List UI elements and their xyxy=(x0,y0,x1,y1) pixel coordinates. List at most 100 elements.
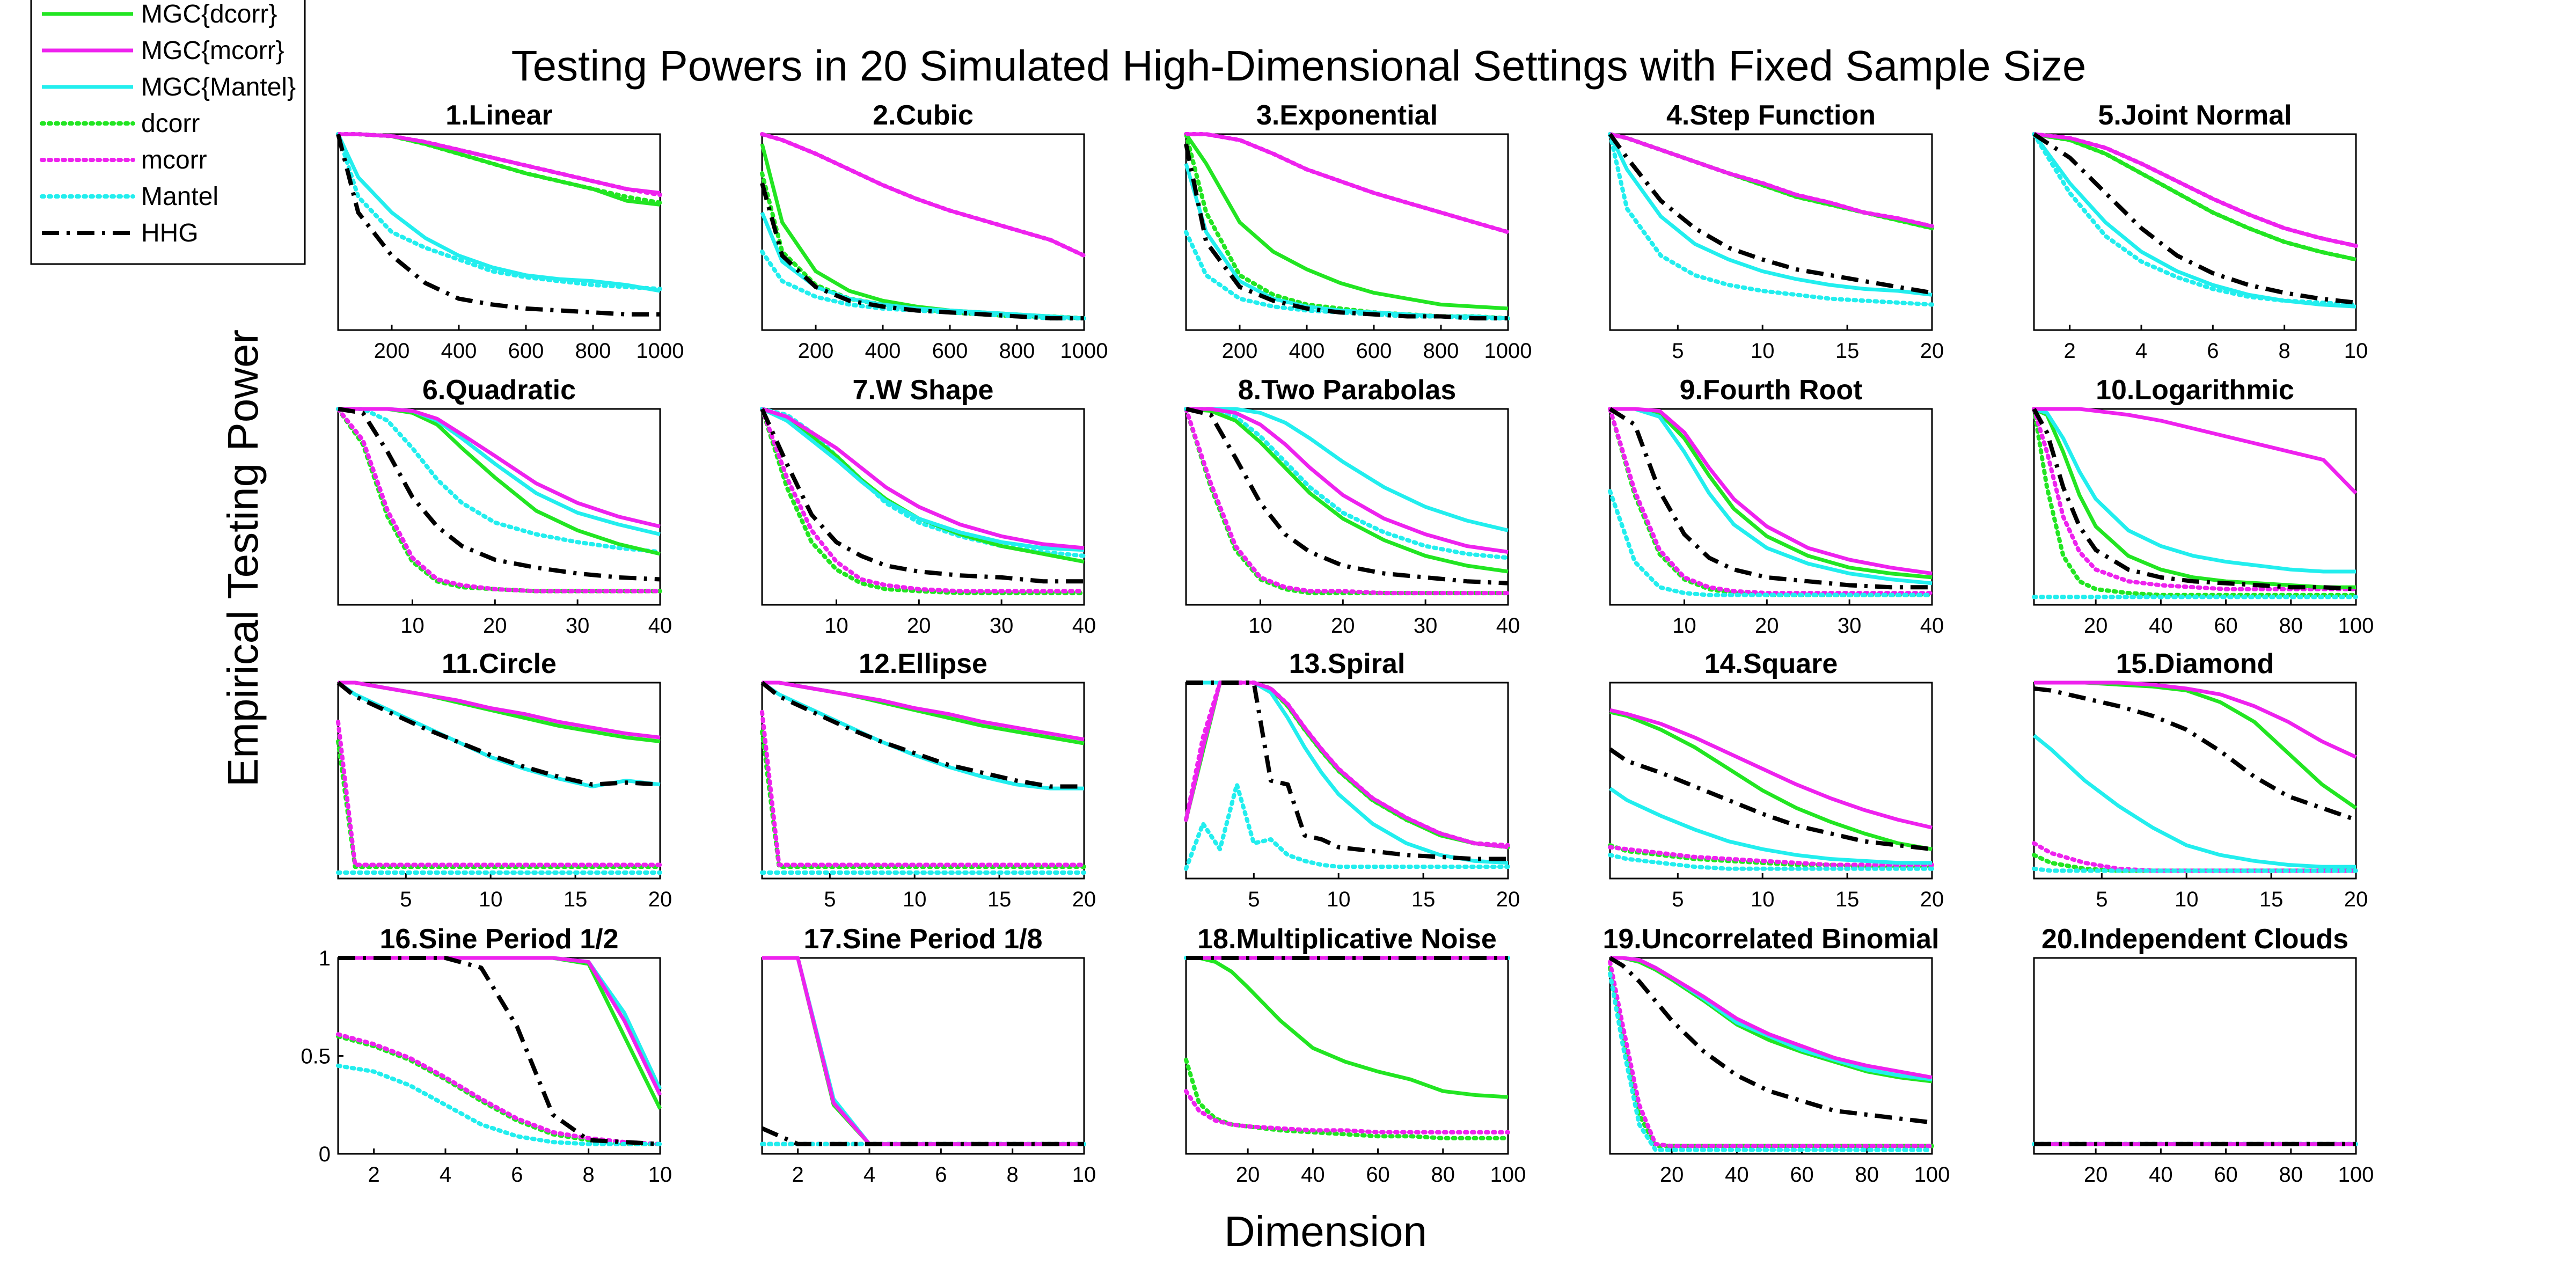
x-tick-label: 10 xyxy=(1751,888,1775,911)
panel-title: 9.Fourth Root xyxy=(1680,375,1863,406)
series-line-mgc-mcorr xyxy=(1186,407,1509,554)
panel-4: 4.Step Function 5 10 15 20 xyxy=(1608,100,1944,363)
series-line-hhg xyxy=(2033,686,2357,822)
legend-label-mcorr: mcorr xyxy=(141,146,207,174)
panel-3: 3.Exponential 200 400 600 800 1000 xyxy=(1184,100,1532,363)
x-tick-label: 60 xyxy=(1366,1163,1390,1187)
x-tick-label: 8 xyxy=(583,1163,595,1187)
series-line-mcorr xyxy=(336,407,662,594)
panel-18: 18.Multiplicative Noise 20 40 60 80 100 xyxy=(1184,924,1526,1187)
series-line-mcorr xyxy=(1184,1089,1510,1135)
series-line-mantel xyxy=(336,1063,662,1146)
series-line-mcorr xyxy=(1184,407,1510,596)
x-tick-label: 15 xyxy=(1835,339,1860,363)
series-line-hhg xyxy=(1608,407,1932,590)
x-tick-label: 30 xyxy=(990,614,1014,638)
x-tick-label: 800 xyxy=(575,339,611,363)
legend-label-dcorr: dcorr xyxy=(141,109,200,138)
x-tick-label: 800 xyxy=(1423,339,1459,363)
series-line-hhg xyxy=(1608,747,1933,852)
panel-frame xyxy=(1609,682,1933,880)
x-tick-label: 600 xyxy=(508,339,544,363)
series-line-mantel xyxy=(336,407,662,554)
x-tick-label: 10 xyxy=(1672,614,1696,638)
series-line-hhg xyxy=(336,680,661,787)
x-tick-label: 10 xyxy=(648,1163,672,1187)
series-line-hhg xyxy=(760,408,1084,584)
panel-title: 15.Diamond xyxy=(2116,648,2274,679)
x-tick-label: 5 xyxy=(400,888,412,911)
panel-10: 10.Logarithmic 20 40 60 80 100 xyxy=(2032,375,2374,638)
x-tick-label: 15 xyxy=(2259,888,2284,911)
x-tick-label: 200 xyxy=(1222,339,1258,363)
x-axis-label: Dimension xyxy=(1224,1208,1427,1255)
panel-title: 1.Linear xyxy=(445,100,552,131)
series-line-hhg xyxy=(338,407,661,582)
panel-title: 13.Spiral xyxy=(1289,648,1406,679)
series-line-mgc-mcorr xyxy=(2034,680,2357,759)
x-tick-label: 80 xyxy=(1431,1163,1455,1187)
x-tick-label: 4 xyxy=(863,1163,875,1187)
panel-frame xyxy=(1609,133,1933,331)
x-tick-label: 10 xyxy=(2344,339,2368,363)
x-tick-label: 10 xyxy=(1248,614,1272,638)
y-tick-label: 0 xyxy=(319,1143,331,1166)
panel-title: 6.Quadratic xyxy=(422,375,576,406)
panel-13: 13.Spiral 5 10 15 20 xyxy=(1184,648,1520,911)
x-tick-label: 400 xyxy=(1289,339,1325,363)
series-line-mgc-mcorr xyxy=(2033,132,2357,248)
series-line-mgc-mantel xyxy=(2033,407,2356,574)
x-tick-label: 2 xyxy=(792,1163,804,1187)
panel-7: 7.W Shape 10 20 30 40 xyxy=(760,375,1096,638)
series-line-mantel xyxy=(336,132,662,291)
x-tick-label: 10 xyxy=(1072,1163,1096,1187)
x-tick-label: 800 xyxy=(999,339,1035,363)
x-tick-label: 10 xyxy=(1327,888,1351,911)
x-tick-label: 40 xyxy=(648,614,672,638)
panel-title: 2.Cubic xyxy=(873,100,974,131)
legend: MGC{dcorr} MGC{mcorr} MGC{Mantel} dcorr mcor… xyxy=(30,0,306,265)
x-tick-label: 6 xyxy=(511,1163,523,1187)
x-tick-label: 20 xyxy=(1920,888,1944,911)
panel-16: 16.Sine Period 1/2 2 4 6 8 10 0 0.5 1 xyxy=(301,924,672,1187)
x-tick-label: 30 xyxy=(1414,614,1438,638)
x-tick-label: 10 xyxy=(400,614,425,638)
panel-title: 19.Uncorrelated Binomial xyxy=(1602,924,1939,955)
panel-19: 19.Uncorrelated Binomial 20 40 60 80 100 xyxy=(1602,924,1950,1187)
series-line-hhg xyxy=(336,134,660,317)
series-line-mgc-mcorr xyxy=(762,132,1085,258)
x-tick-label: 5 xyxy=(1672,339,1684,363)
x-tick-label: 80 xyxy=(1855,1163,1879,1187)
x-tick-label: 20 xyxy=(2084,614,2108,638)
panel-8: 8.Two Parabolas 10 20 30 40 xyxy=(1184,375,1520,638)
figure-title: Testing Powers in 20 Simulated High-Dime… xyxy=(511,42,2087,90)
series-line-mgc-mcorr xyxy=(1609,132,1933,228)
x-tick-label: 40 xyxy=(1072,614,1096,638)
x-tick-label: 20 xyxy=(483,614,507,638)
x-tick-label: 5 xyxy=(1672,888,1684,911)
x-tick-label: 40 xyxy=(2149,614,2173,638)
x-tick-label: 20 xyxy=(2084,1163,2108,1187)
x-tick-label: 1000 xyxy=(1484,339,1532,363)
series-line-mgc-mcorr xyxy=(762,680,1085,742)
x-tick-label: 20 xyxy=(648,888,672,911)
x-tick-label: 60 xyxy=(2214,1163,2238,1187)
series-line-mgc-dcorr xyxy=(1184,133,1509,311)
panel-title: 14.Square xyxy=(1704,648,1838,679)
x-tick-label: 60 xyxy=(1790,1163,1814,1187)
series-line-mgc-mcorr xyxy=(761,407,1085,550)
panel-11: 11.Circle 5 10 15 20 xyxy=(336,648,672,911)
x-tick-label: 80 xyxy=(2279,1163,2303,1187)
panel-frame xyxy=(1185,957,1509,1155)
series-line-mgc-mantel xyxy=(761,407,1085,552)
x-tick-label: 15 xyxy=(987,888,1012,911)
series-line-mantel xyxy=(2032,866,2358,873)
x-tick-label: 1000 xyxy=(636,339,684,363)
x-tick-label: 5 xyxy=(1248,888,1260,911)
panel-9: 9.Fourth Root 10 20 30 40 xyxy=(1608,375,1944,638)
x-tick-label: 600 xyxy=(1356,339,1392,363)
x-tick-label: 6 xyxy=(935,1163,947,1187)
panel-frame xyxy=(761,957,1085,1155)
x-tick-label: 400 xyxy=(865,339,901,363)
